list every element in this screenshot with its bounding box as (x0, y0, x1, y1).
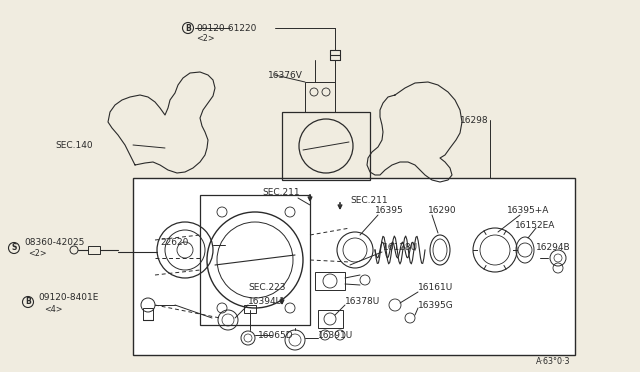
Text: 16378U: 16378U (345, 298, 380, 307)
Bar (282, 112, 370, 180)
Text: SEC.211: SEC.211 (262, 187, 300, 196)
Text: <2>: <2> (196, 33, 214, 42)
Circle shape (182, 22, 193, 33)
Text: 16294B: 16294B (536, 244, 571, 253)
Text: 09120-61220: 09120-61220 (196, 23, 257, 32)
Bar (315, 272, 345, 290)
Text: 16395+A: 16395+A (507, 205, 549, 215)
Text: 16128U: 16128U (383, 244, 418, 253)
Bar (133, 178, 575, 355)
Text: <2>: <2> (28, 250, 47, 259)
Text: 16394U: 16394U (248, 298, 283, 307)
Text: 16152EA: 16152EA (515, 221, 556, 230)
Circle shape (22, 296, 33, 308)
Text: SEC.140: SEC.140 (55, 141, 93, 150)
Text: 09120-8401E: 09120-8401E (38, 294, 99, 302)
Bar (88, 246, 100, 254)
Text: 16391U: 16391U (318, 330, 353, 340)
Text: 16065D: 16065D (258, 330, 294, 340)
Text: 16395: 16395 (375, 205, 404, 215)
Text: A·63°0·3: A·63°0·3 (536, 357, 570, 366)
Bar (244, 305, 256, 313)
Text: 16290: 16290 (428, 205, 456, 215)
Text: SEC.211: SEC.211 (350, 196, 388, 205)
Text: 16161U: 16161U (418, 283, 453, 292)
Text: 22620: 22620 (160, 237, 188, 247)
Text: 16395G: 16395G (418, 301, 454, 310)
Bar (318, 310, 343, 328)
Text: 08360-42025: 08360-42025 (24, 237, 84, 247)
Text: <4>: <4> (44, 305, 63, 314)
Text: B: B (25, 298, 31, 307)
Text: S: S (12, 244, 17, 253)
Text: 16376V: 16376V (268, 71, 303, 80)
Bar (200, 195, 310, 325)
Text: 16298: 16298 (460, 115, 488, 125)
Text: SEC.223: SEC.223 (248, 283, 285, 292)
Text: B: B (185, 23, 191, 32)
Bar (305, 82, 335, 112)
Bar (143, 308, 153, 320)
Circle shape (8, 243, 19, 253)
